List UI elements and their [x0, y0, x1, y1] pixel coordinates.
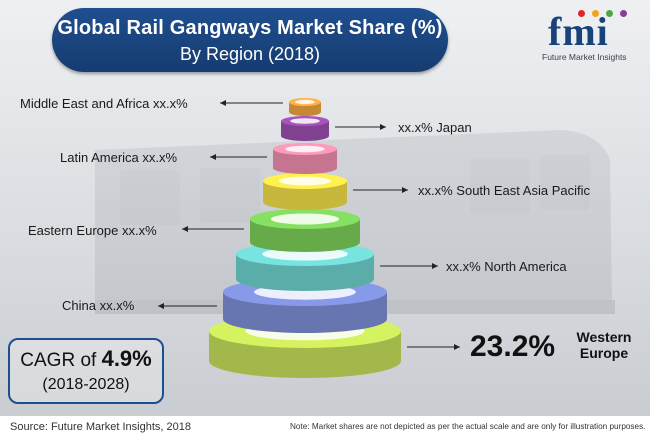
tier-hole [290, 118, 320, 124]
segment-name: South East Asia Pacific [456, 183, 590, 198]
connector-arrow [380, 124, 386, 130]
logo-dot-red [578, 10, 585, 17]
cagr-box: CAGR of 4.9% (2018-2028) [8, 338, 164, 404]
source-text: Source: Future Market Insights, 2018 [10, 421, 191, 433]
segment-value: xx.x% [398, 120, 433, 135]
segment-value: xx.x% [99, 298, 135, 313]
note-text: Note: Market shares are not depicted as … [290, 422, 646, 431]
connector-arrow [220, 100, 226, 106]
tier-hole [295, 99, 315, 105]
connector-arrow [210, 154, 216, 160]
label-north-america: xx.x% North America [446, 259, 567, 274]
tier-side [263, 181, 347, 210]
cagr-value: 4.9% [101, 346, 152, 371]
connector-arrow [402, 187, 408, 193]
western-europe-label: Western Europe [576, 329, 632, 361]
logo-dot-purple [620, 10, 627, 17]
title-banner: Global Rail Gangways Market Share (%) By… [52, 8, 448, 72]
connector-arrow [182, 226, 188, 232]
cagr-period: (2018-2028) [42, 376, 130, 393]
segment-value: xx.x% [446, 259, 481, 274]
tier-side [289, 102, 321, 116]
pyramid-tier [250, 209, 360, 252]
segment-value: xx.x% [121, 223, 157, 238]
label-china: China xx.x% [62, 298, 134, 313]
chart-title: Global Rail Gangways Market Share (%) [57, 17, 443, 39]
tier-side [273, 149, 337, 174]
logo-letters: fmi [548, 9, 609, 54]
label-latin-america: Latin America xx.x% [60, 150, 177, 165]
fmi-logo: fmi Future Market Insights [540, 6, 646, 68]
tier-hole [278, 176, 332, 186]
segment-name: Latin America [60, 150, 139, 165]
footer-bar: Source: Future Market Insights, 2018 Not… [0, 416, 650, 440]
segment-name: Middle East and Africa [20, 96, 150, 111]
cagr-label: CAGR of [20, 350, 97, 371]
pyramid-tier [289, 98, 321, 116]
logo-tagline: Future Market Insights [542, 52, 627, 62]
western-europe-value: 23.2% [470, 330, 556, 363]
cagr-line: CAGR of 4.9% [10, 346, 162, 372]
pyramid-tier [273, 143, 337, 174]
logo-dot-orange [592, 10, 599, 17]
tier-side [281, 121, 329, 141]
tier-hole [270, 213, 340, 225]
connector-arrow [432, 263, 438, 269]
segment-value: xx.x% [418, 183, 453, 198]
segment-name: Eastern Europe [28, 223, 119, 238]
label-japan: xx.x% Japan [398, 120, 472, 135]
tier-hole [285, 145, 325, 153]
connector-arrow [454, 344, 460, 350]
segment-name: North America [484, 259, 567, 274]
pyramid-tier [263, 173, 347, 210]
label-middle-east-africa: Middle East and Africa xx.x% [20, 96, 188, 111]
segment-value: xx.x% [152, 96, 188, 111]
label-south-east-asia-pacific: xx.x% South East Asia Pacific [418, 183, 590, 198]
chart-subtitle: By Region (2018) [179, 44, 321, 64]
pyramid-tier [281, 116, 329, 141]
segment-name: China [62, 298, 96, 313]
segment-value: xx.x% [142, 150, 178, 165]
segment-name: Japan [436, 120, 472, 135]
label-eastern-europe: Eastern Europe xx.x% [28, 223, 157, 238]
connector-arrow [158, 303, 164, 309]
logo-dot-green [606, 10, 613, 17]
